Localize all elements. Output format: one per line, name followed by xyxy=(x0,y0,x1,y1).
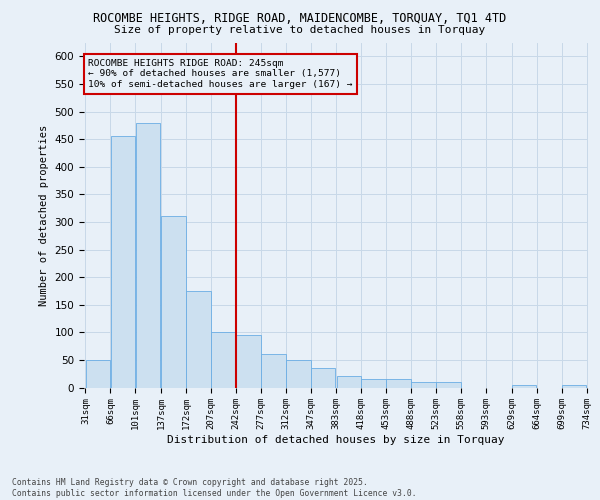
Bar xyxy=(110,136,135,388)
Text: Contains HM Land Registry data © Crown copyright and database right 2025.
Contai: Contains HM Land Registry data © Crown c… xyxy=(12,478,416,498)
Text: ROCOMBE HEIGHTS RIDGE ROAD: 245sqm
← 90% of detached houses are smaller (1,577)
: ROCOMBE HEIGHTS RIDGE ROAD: 245sqm ← 90%… xyxy=(88,59,353,89)
Bar xyxy=(512,384,536,388)
Y-axis label: Number of detached properties: Number of detached properties xyxy=(39,124,49,306)
Bar xyxy=(436,382,461,388)
Bar xyxy=(211,332,236,388)
Text: Size of property relative to detached houses in Torquay: Size of property relative to detached ho… xyxy=(115,25,485,35)
Bar xyxy=(286,360,311,388)
Bar xyxy=(161,216,186,388)
Bar xyxy=(261,354,286,388)
Bar xyxy=(136,122,160,388)
Bar xyxy=(361,379,386,388)
Bar xyxy=(562,384,586,388)
Text: ROCOMBE HEIGHTS, RIDGE ROAD, MAIDENCOMBE, TORQUAY, TQ1 4TD: ROCOMBE HEIGHTS, RIDGE ROAD, MAIDENCOMBE… xyxy=(94,12,506,26)
Bar xyxy=(311,368,335,388)
X-axis label: Distribution of detached houses by size in Torquay: Distribution of detached houses by size … xyxy=(167,435,505,445)
Bar xyxy=(386,379,411,388)
Bar xyxy=(337,376,361,388)
Bar xyxy=(236,335,260,388)
Bar xyxy=(86,360,110,388)
Bar xyxy=(186,291,211,388)
Bar xyxy=(412,382,436,388)
